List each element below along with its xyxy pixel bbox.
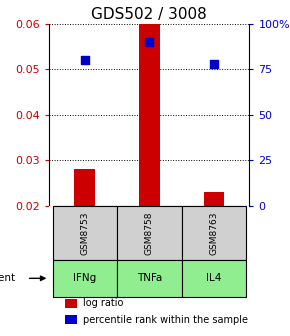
Text: TNFa: TNFa [137,273,162,283]
Text: GSM8763: GSM8763 [209,211,218,255]
Text: IL4: IL4 [206,273,222,283]
Bar [117,260,182,296]
Text: GSM8758: GSM8758 [145,211,154,255]
Bar [117,206,182,260]
Bar [65,315,77,324]
Point [212,62,216,67]
Text: percentile rank within the sample: percentile rank within the sample [83,315,248,325]
Point [147,39,152,44]
Bar [52,260,117,296]
Text: agent: agent [0,273,15,283]
Bar [204,192,224,206]
Point [82,57,87,62]
Bar [182,260,246,296]
Bar [182,206,246,260]
Text: GSM8753: GSM8753 [80,211,89,255]
Bar [65,299,77,308]
Bar [139,24,160,206]
Bar [52,206,117,260]
Title: GDS502 / 3008: GDS502 / 3008 [91,7,207,23]
Text: log ratio: log ratio [83,298,124,308]
Bar [75,169,95,206]
Text: IFNg: IFNg [73,273,97,283]
